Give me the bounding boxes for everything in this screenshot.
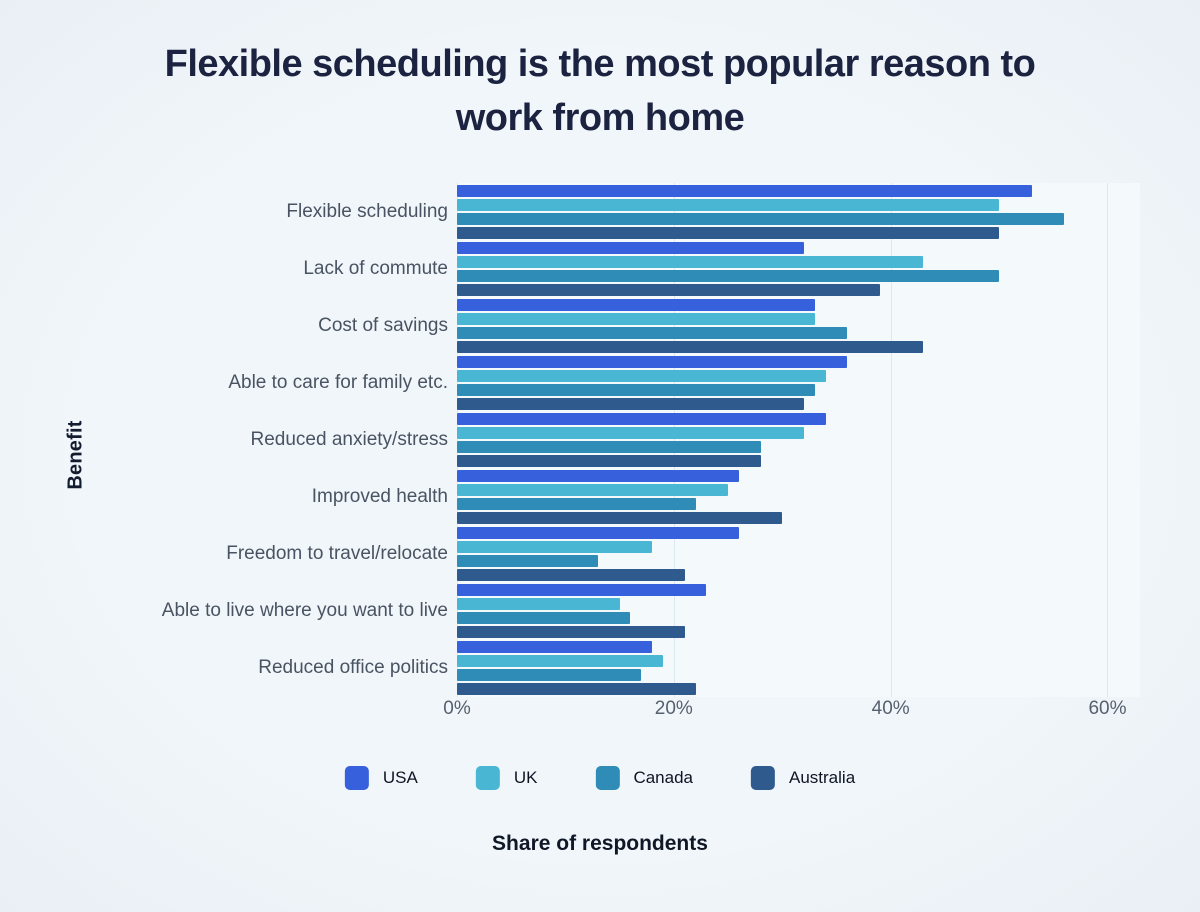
legend-swatch-australia — [751, 766, 776, 790]
bar-usa — [457, 641, 653, 654]
bar-usa — [457, 527, 739, 540]
bar-australia — [457, 283, 880, 296]
bar-usa — [457, 584, 707, 597]
bar-group — [457, 469, 1140, 526]
bar-canada — [457, 498, 696, 511]
legend-label: Australia — [789, 768, 856, 787]
bar-group — [457, 526, 1140, 583]
bar-uk — [457, 484, 729, 497]
bar-canada — [457, 383, 815, 396]
bar-rows — [457, 183, 1140, 697]
category-label: Improved health — [311, 486, 448, 508]
bar-canada — [457, 440, 761, 453]
legend-item-australia: Australia — [751, 766, 855, 790]
category-label: Cost of savings — [318, 314, 448, 336]
bar-canada — [457, 269, 1000, 282]
bar-australia — [457, 226, 1000, 239]
category-label: Flexible scheduling — [286, 200, 448, 222]
bar-canada — [457, 612, 631, 625]
bar-australia — [457, 454, 761, 467]
bar-australia — [457, 397, 804, 410]
bar-australia — [457, 626, 685, 639]
bar-group — [457, 354, 1140, 411]
category-label: Reduced office politics — [258, 657, 448, 679]
x-tick-label: 40% — [871, 698, 910, 719]
bar-uk — [457, 255, 924, 268]
bar-uk — [457, 198, 1000, 211]
y-axis-title: Benefit — [64, 420, 87, 490]
bar-group — [457, 411, 1140, 468]
category-label: Lack of commute — [303, 257, 448, 279]
gridline-20% — [673, 183, 675, 697]
bar-group — [457, 640, 1140, 697]
bar-usa — [457, 412, 826, 425]
bar-usa — [457, 355, 848, 368]
bar-uk — [457, 598, 620, 611]
bar-australia — [457, 683, 696, 696]
x-tick-label: 60% — [1088, 698, 1127, 719]
x-axis-tick-labels: 0% 20% 40% 60% — [443, 698, 1140, 726]
bar-canada — [457, 212, 1065, 225]
legend-label: USA — [382, 768, 418, 787]
legend-label: UK — [513, 768, 538, 787]
bar-group — [457, 583, 1140, 640]
category-axis-labels: Flexible scheduling Lack of commute Cost o… — [110, 183, 448, 697]
plot-area — [457, 183, 1140, 697]
bar-australia — [457, 512, 783, 525]
legend-swatch-usa — [344, 766, 369, 790]
bar-usa — [457, 470, 739, 483]
bar-australia — [457, 569, 685, 582]
category-label: Able to care for family etc. — [228, 371, 448, 393]
chart-title: Flexible scheduling is the most popular … — [164, 43, 1036, 139]
bar-usa — [457, 298, 815, 311]
legend-item-uk: UK — [475, 766, 538, 790]
bar-usa — [457, 184, 1032, 197]
bar-group — [457, 183, 1140, 240]
category-label: Able to live where you want to live — [161, 600, 448, 622]
bar-group — [457, 240, 1140, 297]
category-label: Freedom to travel/relocate — [226, 543, 448, 565]
x-tick-label: 0% — [443, 698, 471, 719]
bar-uk — [457, 426, 804, 439]
legend-item-usa: USA — [344, 766, 418, 790]
bar-uk — [457, 312, 815, 325]
category-label: Reduced anxiety/stress — [250, 428, 449, 450]
bar-usa — [457, 241, 804, 254]
bar-canada — [457, 669, 642, 682]
bar-group — [457, 297, 1140, 354]
bar-australia — [457, 340, 924, 353]
bar-canada — [457, 555, 598, 568]
bar-uk — [457, 369, 826, 382]
x-tick-label: 20% — [654, 698, 693, 719]
x-axis-title: Share of respondents — [492, 832, 708, 855]
bar-uk — [457, 541, 653, 554]
gridline-60% — [1107, 183, 1109, 697]
legend-swatch-uk — [475, 766, 500, 790]
legend-item-canada: Canada — [595, 766, 693, 790]
gridline-40% — [890, 183, 892, 697]
legend-swatch-canada — [595, 766, 620, 790]
legend-label: Canada — [633, 768, 694, 787]
bar-uk — [457, 655, 663, 668]
legend: USA UK Canada Australia — [344, 766, 855, 790]
gridline-0% — [457, 183, 458, 697]
bar-canada — [457, 326, 848, 339]
